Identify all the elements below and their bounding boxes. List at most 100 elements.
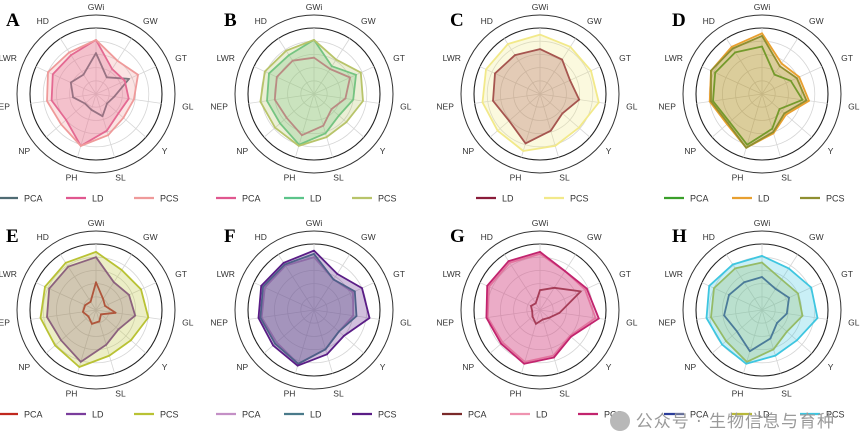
point-ld-lwr: [713, 287, 715, 289]
axis-label-sl: SL: [333, 172, 344, 182]
point-pca-gt: [104, 305, 106, 307]
point-pcs-gw: [787, 267, 790, 270]
point-pca-np: [285, 116, 288, 119]
spoke-np: [45, 93, 97, 138]
point-pca-sl: [541, 318, 544, 321]
point-ld-gw: [332, 278, 335, 281]
point-pca-nep: [723, 314, 725, 317]
point-ld-hd: [283, 263, 286, 266]
point-pcs-hd: [282, 261, 285, 264]
point-ld-gt: [798, 76, 801, 78]
spoke-sl: [761, 309, 781, 374]
panel-label: H: [672, 226, 687, 247]
axis-label-nep: NEP: [0, 101, 10, 111]
point-pca-gwi: [761, 276, 763, 278]
axis-label-gw: GW: [143, 16, 158, 26]
spoke-hd: [503, 254, 541, 311]
point-pcs-gt: [795, 77, 798, 79]
point-pcs-lwr: [708, 285, 711, 287]
axis-label-gwi: GWi: [754, 2, 771, 12]
point-pca-gwi: [313, 56, 315, 59]
panel-label: C: [450, 10, 464, 31]
point-pca-y: [548, 316, 550, 319]
series-pcs-polygon: [39, 250, 150, 368]
axis-label-sl: SL: [115, 388, 126, 398]
point-pcs-nep: [710, 100, 712, 103]
point-pca-gw: [105, 76, 108, 79]
point-pcs-gt: [140, 288, 142, 291]
radar-panel-e: GWi GW GT GL Y SL PH NP NEP LWR HD E PCA LD PCS: [0, 218, 194, 420]
point-pcs-gw: [564, 270, 566, 272]
point-ld-nep: [50, 99, 53, 102]
axis-label-gl: GL: [626, 317, 638, 327]
axis-label-gwi: GWi: [754, 218, 771, 228]
spoke-gt: [761, 66, 823, 95]
radar-panel-b: GWi GW GT GL Y SL PH NP NEP LWR HD B PCA LD PCS: [210, 2, 411, 204]
point-ld-nep: [266, 99, 268, 102]
point-ld-np: [65, 119, 67, 121]
point-pcs-gl: [597, 101, 600, 104]
point-ld-gwi: [95, 256, 97, 259]
point-pca-np: [531, 315, 534, 318]
point-pca-gw: [773, 73, 776, 76]
point-ld-gt: [123, 79, 126, 82]
point-pcs-np: [727, 122, 729, 125]
point-pca-ph: [746, 143, 748, 146]
radar-panel-a: GWi GW GT GL Y SL PH NP NEP LWR HD A PCA LD PCS: [0, 2, 194, 204]
point-pca-gt: [128, 78, 130, 80]
point-pcs-np: [272, 344, 274, 347]
point-ld-sl: [105, 343, 108, 346]
point-ld-y: [785, 113, 787, 116]
point-ld-gwi: [761, 261, 763, 264]
point-ld-gt: [353, 290, 356, 293]
point-pca-gt: [789, 79, 792, 82]
spoke-nep: [474, 93, 541, 104]
point-pca-gwi: [95, 281, 97, 284]
point-pca-gl: [113, 95, 116, 98]
point-pcs-gwi: [761, 35, 763, 37]
legend-label-ld: LD: [92, 194, 104, 204]
point-pcs-nep: [39, 317, 42, 319]
point-ld-gwi: [539, 48, 541, 50]
point-pcs-y: [130, 339, 132, 342]
point-pca-hd: [734, 51, 737, 54]
point-ld-sl: [324, 132, 327, 135]
point-pca-np: [728, 121, 731, 123]
spoke-gw: [539, 254, 577, 311]
point-pcs-np: [500, 342, 502, 345]
spoke-np: [45, 309, 97, 354]
legend-label-pca: PCA: [468, 410, 487, 420]
point-ld-hd: [734, 267, 737, 270]
spoke-gw: [539, 38, 577, 95]
point-ld-gt: [569, 79, 571, 82]
spoke-y: [761, 93, 813, 138]
point-pcs-gw: [569, 45, 572, 48]
point-pcs-gwi: [761, 255, 763, 257]
spoke-y: [95, 93, 147, 138]
point-pcs-hd: [285, 49, 288, 52]
axis-label-np: NP: [684, 146, 696, 156]
point-ld-gt: [584, 288, 586, 291]
radar-panel-f: GWi GW GT GL Y SL PH NP NEP LWR HD F PCA LD PCS: [210, 218, 411, 420]
axis-label-gw: GW: [809, 232, 824, 242]
point-pcs-ph: [745, 362, 748, 365]
point-ld-hd: [288, 54, 290, 56]
point-pca-gw: [553, 286, 556, 289]
axis-label-gwi: GWi: [532, 2, 549, 12]
axis-label-sl: SL: [333, 388, 344, 398]
point-pcs-sl: [107, 134, 109, 137]
point-pcs-ph: [745, 146, 748, 149]
panel-label: B: [224, 10, 237, 31]
point-ld-gwi: [313, 253, 315, 255]
spoke-np: [489, 309, 541, 354]
point-ld-np: [274, 342, 276, 345]
axis-label-gl: GL: [848, 101, 860, 111]
point-pca-ph: [749, 350, 751, 353]
point-pca-lwr: [728, 294, 730, 296]
point-pcs-hd: [68, 51, 71, 54]
series-pcs-polygon: [485, 250, 600, 365]
axis-label-lwr: LWR: [217, 53, 235, 63]
point-pcs-hd: [507, 43, 509, 45]
point-pcs-gwi: [539, 33, 541, 36]
point-pca-gl: [352, 314, 355, 317]
